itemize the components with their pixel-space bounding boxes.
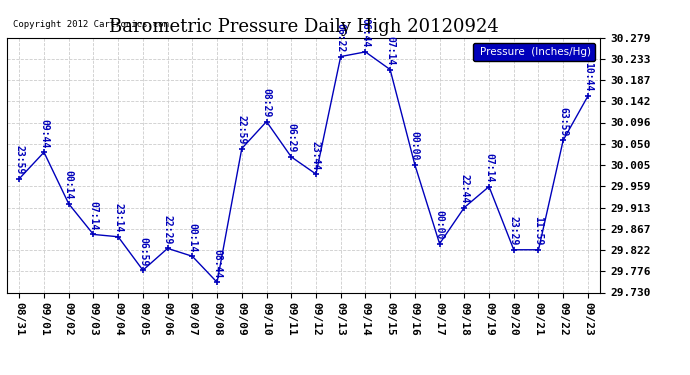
Text: 22:29: 22:29: [163, 215, 172, 244]
Text: 09:44: 09:44: [39, 118, 49, 148]
Text: 00:00: 00:00: [410, 131, 420, 160]
Text: 06:29: 06:29: [286, 123, 296, 153]
Text: Copyright 2012 Cartronics.com: Copyright 2012 Cartronics.com: [13, 20, 169, 28]
Text: 06:44: 06:44: [360, 18, 371, 48]
Text: 06:22: 06:22: [336, 23, 346, 53]
Text: 23:29: 23:29: [509, 216, 519, 246]
Text: 23:59: 23:59: [14, 145, 24, 174]
Text: 08:44: 08:44: [212, 249, 222, 278]
Text: 07:14: 07:14: [385, 36, 395, 65]
Text: 22:59: 22:59: [237, 115, 247, 144]
Text: 07:14: 07:14: [484, 153, 494, 182]
Text: 22:44: 22:44: [460, 174, 469, 203]
Legend: Pressure  (Inches/Hg): Pressure (Inches/Hg): [473, 43, 595, 61]
Text: 07:14: 07:14: [88, 201, 99, 230]
Text: 10:44: 10:44: [583, 63, 593, 92]
Text: 08:29: 08:29: [262, 88, 271, 117]
Text: 23:14: 23:14: [113, 203, 123, 232]
Text: 06:59: 06:59: [138, 237, 148, 266]
Title: Barometric Pressure Daily High 20120924: Barometric Pressure Daily High 20120924: [109, 18, 498, 36]
Text: 63:59: 63:59: [558, 106, 568, 136]
Text: 00:00: 00:00: [435, 210, 444, 240]
Text: 11:59: 11:59: [533, 216, 544, 246]
Text: 00:14: 00:14: [188, 223, 197, 252]
Text: 23:44: 23:44: [311, 141, 321, 170]
Text: 00:14: 00:14: [63, 170, 74, 200]
